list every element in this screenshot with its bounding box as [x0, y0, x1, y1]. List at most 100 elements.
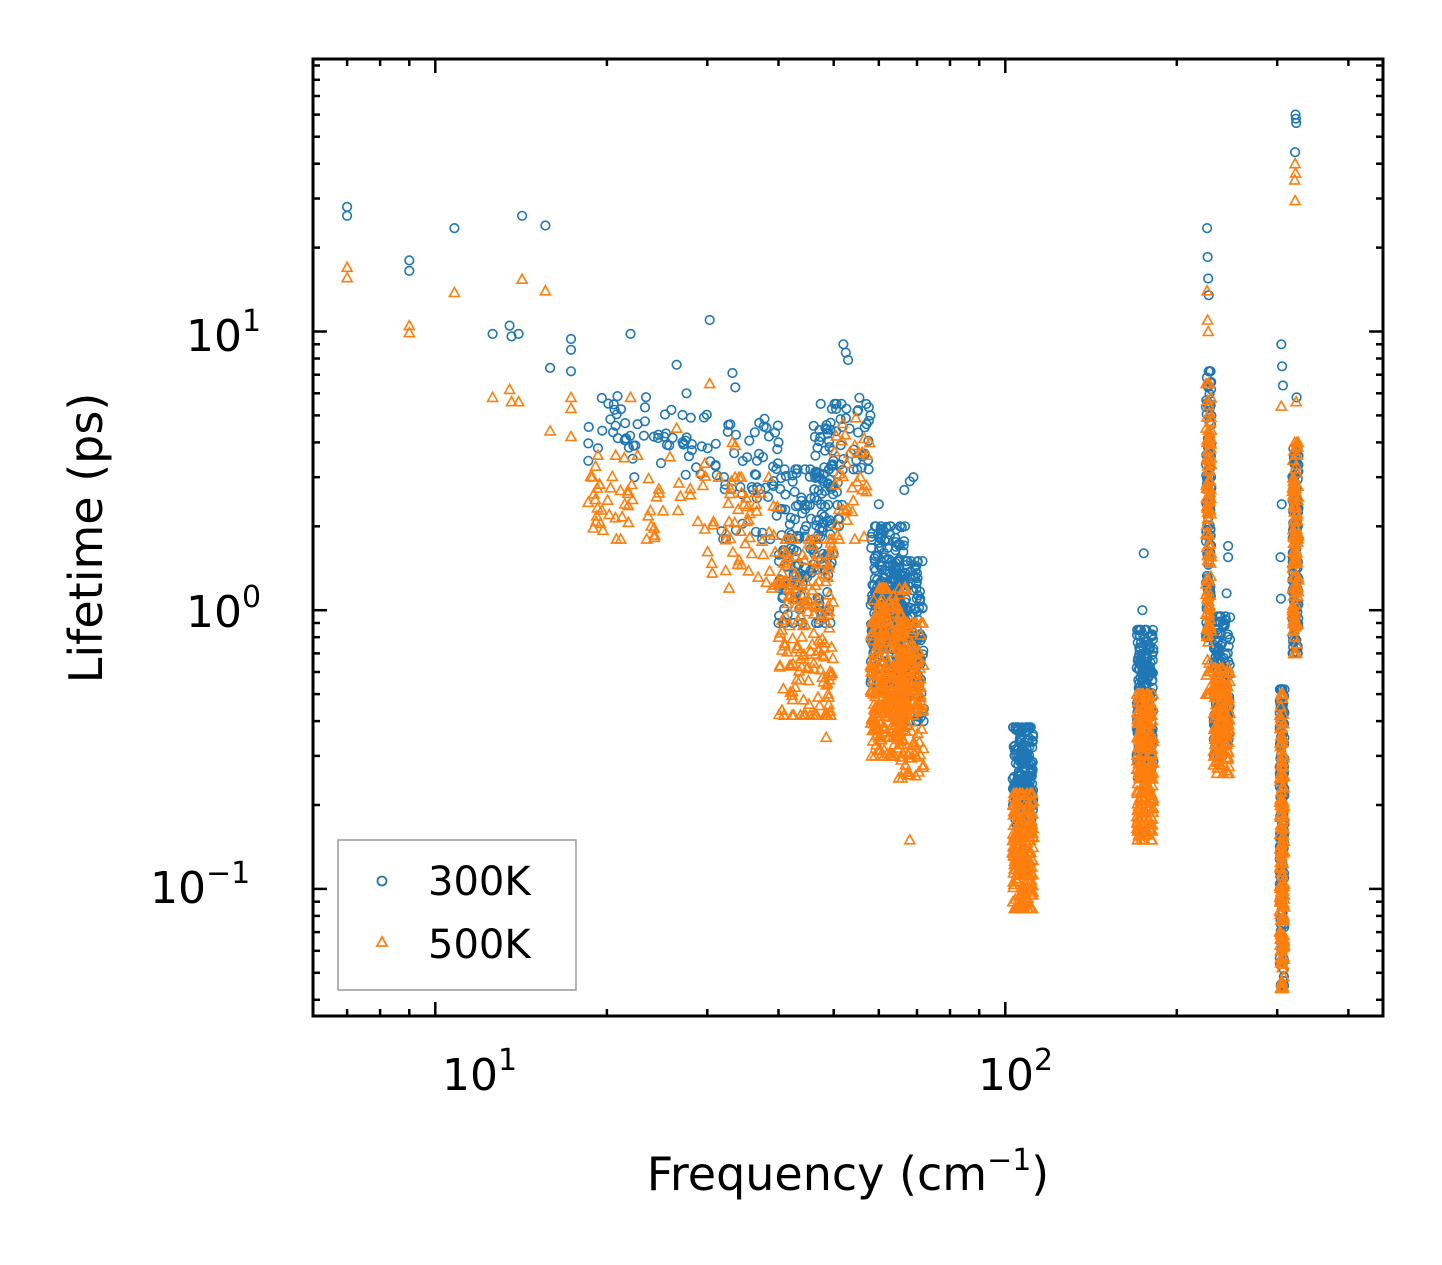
- point-500k: [1199, 607, 1213, 620]
- point-500k: [811, 690, 825, 702]
- point-500k: [881, 730, 895, 742]
- point-500k: [795, 630, 809, 642]
- point-300k: [775, 483, 786, 495]
- point-300k: [605, 414, 616, 425]
- point-500k: [652, 482, 666, 494]
- point-500k: [1288, 193, 1302, 206]
- point-500k: [792, 577, 805, 590]
- point-300k: [565, 366, 577, 377]
- point-500k: [1274, 951, 1287, 964]
- point-500k: [1132, 756, 1145, 769]
- point-500k: [505, 395, 518, 407]
- point-500k: [647, 530, 661, 543]
- point-300k: [912, 556, 923, 567]
- point-500k: [1211, 662, 1225, 675]
- point-500k: [622, 515, 635, 528]
- point-500k: [913, 672, 927, 684]
- point-500k: [798, 553, 811, 566]
- point-300k: [603, 398, 614, 409]
- point-500k: [722, 581, 736, 593]
- point-300k: [911, 583, 922, 595]
- point-500k: [1140, 687, 1153, 699]
- point-500k: [543, 424, 557, 436]
- point-500k: [845, 481, 859, 493]
- point-300k: [911, 561, 922, 572]
- point-500k: [1204, 441, 1218, 454]
- point-500k: [878, 685, 891, 697]
- point-500k: [1215, 746, 1228, 758]
- point-300k: [623, 442, 635, 453]
- point-500k: [822, 558, 835, 570]
- point-300k: [1022, 734, 1034, 745]
- point-300k: [825, 460, 837, 471]
- point-300k: [667, 432, 678, 443]
- point-300k: [625, 430, 636, 441]
- point-500k: [797, 587, 811, 600]
- point-500k: [1275, 806, 1289, 819]
- point-500k: [1006, 798, 1020, 810]
- point-500k: [860, 448, 874, 461]
- point-500k: [809, 578, 822, 591]
- point-500k: [791, 639, 804, 651]
- point-300k: [814, 436, 825, 447]
- point-500k: [1288, 462, 1302, 474]
- point-500k: [838, 428, 852, 440]
- point-500k: [1200, 572, 1214, 584]
- point-500k: [857, 529, 871, 542]
- point-300k: [710, 438, 721, 449]
- point-300k: [852, 427, 864, 438]
- point-500k: [878, 681, 892, 694]
- point-300k: [1135, 624, 1146, 636]
- point-500k: [893, 678, 906, 690]
- point-500k: [1275, 961, 1289, 973]
- point-500k: [705, 566, 719, 578]
- point-500k: [905, 683, 919, 696]
- point-500k: [1201, 464, 1215, 476]
- point-500k: [755, 534, 769, 547]
- point-500k: [868, 614, 882, 627]
- point-300k: [773, 617, 784, 629]
- point-300k: [750, 469, 762, 481]
- point-300k: [867, 528, 878, 539]
- point-500k: [796, 618, 810, 631]
- point-500k: [734, 524, 748, 537]
- point-300k: [870, 565, 881, 576]
- point-300k: [896, 521, 907, 533]
- point-500k: [754, 486, 768, 499]
- point-500k: [850, 474, 864, 487]
- point-500k: [674, 489, 687, 502]
- point-500k: [1286, 523, 1300, 535]
- point-300k: [793, 499, 804, 511]
- point-500k: [1015, 811, 1029, 824]
- point-500k: [901, 747, 915, 759]
- point-300k: [487, 328, 498, 340]
- point-500k: [903, 745, 917, 758]
- point-500k: [1199, 577, 1213, 589]
- point-500k: [864, 716, 878, 728]
- point-500k: [1276, 820, 1289, 833]
- point-500k: [840, 456, 853, 469]
- point-500k: [789, 566, 803, 579]
- point-300k: [773, 437, 784, 448]
- point-500k: [1011, 832, 1025, 844]
- point-500k: [1291, 617, 1305, 629]
- point-500k: [723, 531, 737, 544]
- point-500k: [1141, 828, 1155, 840]
- point-300k: [698, 412, 710, 423]
- point-300k: [1275, 593, 1286, 604]
- point-300k: [1145, 666, 1156, 677]
- point-500k: [1023, 830, 1037, 843]
- point-300k: [1291, 117, 1302, 129]
- point-500k: [778, 639, 792, 651]
- point-500k: [840, 513, 854, 525]
- point-500k: [1008, 805, 1022, 817]
- point-500k: [846, 494, 860, 506]
- point-500k: [591, 501, 604, 513]
- point-300k: [842, 354, 854, 366]
- point-500k: [884, 645, 898, 657]
- point-500k: [857, 431, 871, 444]
- point-300k: [749, 427, 760, 438]
- point-500k: [1200, 444, 1214, 457]
- point-500k: [1143, 817, 1157, 829]
